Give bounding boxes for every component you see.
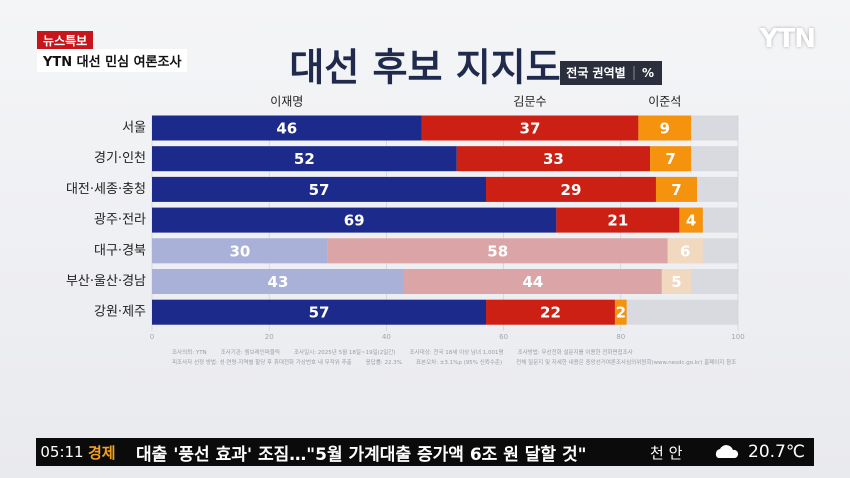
weather-city: 천 안	[650, 443, 683, 462]
bar-segment	[152, 207, 557, 233]
bar-segment	[403, 269, 662, 294]
data-label: 4	[686, 212, 696, 230]
x-tick-label: 20	[265, 333, 274, 341]
legend-label: 김문수	[513, 95, 546, 109]
x-tick-label: 80	[616, 333, 625, 341]
y-tick-label: 대구·경북	[94, 243, 146, 258]
data-label: 57	[309, 304, 330, 322]
bar-segment	[152, 299, 487, 325]
x-tick-label: 60	[499, 333, 508, 341]
bar-segment	[152, 176, 487, 202]
data-label: 37	[520, 120, 541, 138]
bar-segment	[661, 269, 692, 294]
news-ticker: 05:11 경제 대출 '풍선 효과' 조짐…"5월 가계대출 증가액 6조 원…	[36, 438, 814, 466]
footnotes: 조사의뢰: YTN 조사기관: 엠브레인퍼블릭 조사일시: 2025년 5월 18일…	[172, 348, 742, 366]
bar-segment	[421, 115, 639, 141]
footnote: 조사의뢰: YTN	[172, 350, 207, 356]
y-tick-label: 강원·제주	[94, 305, 146, 320]
data-label: 2	[616, 304, 626, 322]
bar-segment	[152, 146, 457, 172]
unit: %	[642, 66, 654, 80]
channel-logo: YTN	[759, 24, 816, 54]
y-tick-label: 대전·세종·충청	[66, 182, 146, 197]
bar-segment	[655, 176, 697, 202]
data-label: 33	[543, 150, 564, 168]
data-label: 69	[344, 212, 365, 230]
temperature: 20.7℃	[748, 442, 805, 462]
footnote: 응답률: 22.3%	[365, 360, 402, 366]
bar-segment	[152, 238, 328, 264]
y-tick-label: 부산·울산·경남	[66, 274, 146, 289]
data-label: 57	[309, 181, 330, 199]
footnote: 조사대상: 전국 18세 이상 남녀 1,001명	[409, 350, 504, 356]
data-label: 6	[680, 242, 690, 260]
data-label: 29	[561, 181, 582, 199]
footnote: 조사기관: 엠브레인퍼블릭	[220, 350, 280, 356]
x-tick-label: 100	[731, 333, 744, 341]
data-label: 58	[487, 242, 508, 260]
bar-segment	[486, 176, 656, 202]
data-label: 46	[276, 120, 297, 138]
data-label: 9	[660, 120, 670, 138]
chart-title: 대선 후보 지지도	[289, 46, 560, 90]
bar-segment	[679, 207, 703, 233]
legend-label: 이준석	[648, 95, 681, 109]
y-tick-label: 경기·인천	[94, 151, 146, 166]
bar-segment	[152, 269, 404, 294]
footnote: 조사일시: 2025년 5월 18일~19일(2일간)	[293, 350, 396, 356]
subtitle: 전국 권역별	[566, 65, 625, 80]
bar-segment	[486, 299, 615, 325]
data-label: 21	[607, 212, 628, 230]
ticker-section: 경제	[88, 443, 116, 462]
footnote: 조사방법: 무선전화 설문지를 이용한 전화면접조사	[517, 350, 633, 356]
y-tick-label: 광주·전라	[94, 213, 146, 228]
data-label: 7	[665, 150, 675, 168]
data-label: 22	[540, 304, 561, 322]
data-label: 52	[294, 150, 315, 168]
x-tick-label: 40	[382, 333, 391, 341]
legend-label: 이재명	[270, 95, 303, 109]
data-label: 44	[522, 273, 543, 291]
data-label: 5	[671, 273, 681, 291]
ticker-headline: 대출 '풍선 효과' 조짐…"5월 가계대출 증가액 6조 원 달할 것"	[136, 444, 587, 465]
program-title: YTN 대선 민심 여론조사	[37, 49, 188, 72]
bar-segment	[650, 146, 692, 172]
clock: 05:11	[40, 443, 84, 461]
data-label: 43	[268, 273, 289, 291]
weather-icon	[715, 445, 739, 458]
x-tick-label: 0	[150, 333, 154, 341]
news-badge: 뉴스특보	[37, 31, 94, 50]
bar-segment	[152, 115, 422, 141]
footnote: 전체 질문지 및 자세한 내용은 중앙선거여론조사심의위원회(www.nesdc…	[516, 360, 737, 366]
bar-segment	[327, 238, 668, 264]
footnote: 표본오차: ±3.1%p (95% 신뢰수준)	[415, 360, 503, 366]
bar-segment	[667, 238, 703, 264]
bar-segment	[456, 146, 651, 172]
bar-segment	[638, 115, 692, 141]
data-label: 7	[671, 181, 681, 199]
bar-segment	[556, 207, 680, 233]
bar-segment	[614, 299, 627, 325]
y-tick-label: 서울	[122, 121, 146, 136]
data-label: 30	[229, 242, 250, 260]
subtitle-box	[560, 61, 662, 85]
footnote: 피조사자 선정 방법: 성·연령·지역별 할당 후 휴대전화 가상번호 내 무작…	[172, 360, 352, 366]
